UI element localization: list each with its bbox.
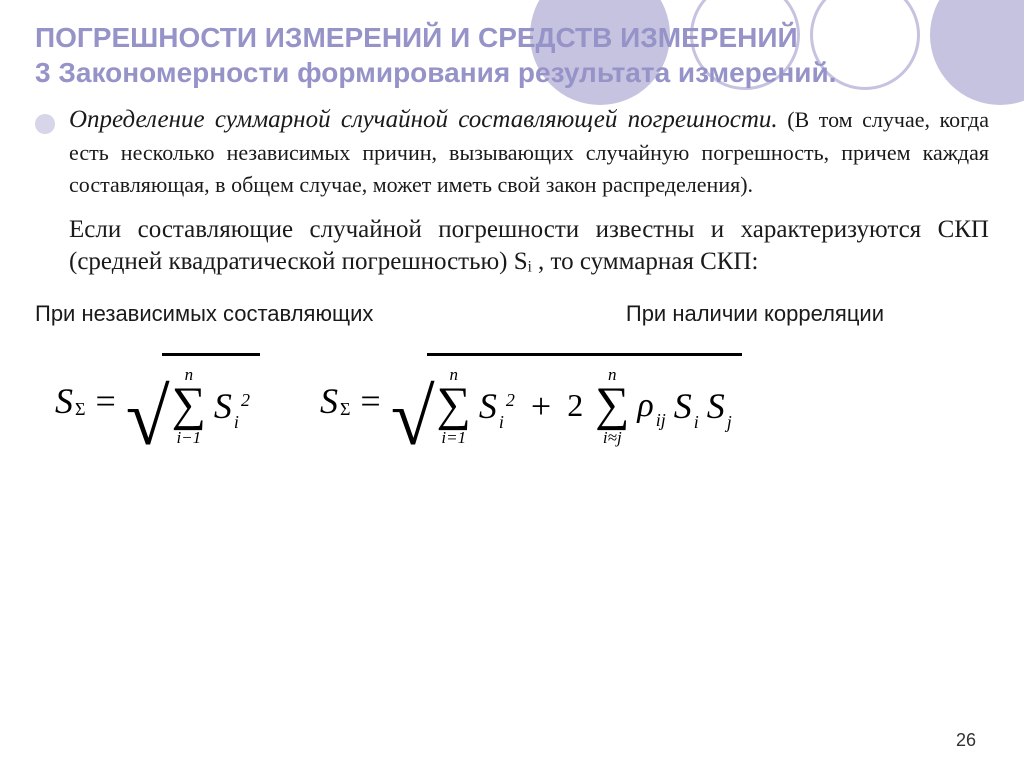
formulas-container: S Σ = √ n ∑ i−1 S i 2	[35, 353, 989, 451]
sj-term: S j	[707, 385, 732, 427]
s1: S	[674, 385, 692, 427]
t1-sub: i	[499, 412, 504, 433]
plus-sign: +	[531, 385, 551, 427]
rho-term: ρ ij	[637, 387, 665, 425]
formula-labels-row: При независимых составляющих При наличии…	[35, 301, 989, 327]
paragraph-1: Определение суммарной случайной составля…	[69, 104, 989, 202]
equals-sign: =	[95, 380, 115, 422]
sigma2-bot: i≈j	[603, 429, 622, 446]
s2: S	[707, 385, 725, 427]
t1-sup: 2	[506, 390, 515, 411]
si-term: S i	[674, 385, 699, 427]
term-sup: 2	[241, 390, 250, 411]
f1-lhs: S	[55, 380, 73, 422]
sigma-block: n ∑ i−1	[172, 366, 206, 447]
formula-independent: S Σ = √ n ∑ i−1 S i 2	[55, 353, 260, 451]
sigma-block-2: n ∑ i≈j	[595, 366, 629, 447]
sqrt-wrap: √ n ∑ i−1 S i 2	[126, 353, 260, 451]
term-base: S	[214, 385, 232, 427]
title-line-2: 3 Закономерности формирования результата…	[35, 57, 836, 88]
f2-lhs-sub: Σ	[340, 399, 350, 420]
slide-title: ПОГРЕШНОСТИ ИЗМЕРЕНИЙ И СРЕДСТВ ИЗМЕРЕНИ…	[35, 20, 989, 90]
rho: ρ	[637, 387, 653, 425]
sigma-icon: ∑	[595, 385, 629, 426]
s1-sub: i	[694, 412, 699, 433]
term-si2: S i 2	[214, 385, 250, 427]
sigma-block-1: n ∑ i=1	[437, 366, 471, 447]
term-sub: i	[234, 412, 239, 433]
formula-label-left: При независимых составляющих	[35, 301, 373, 327]
formula-label-right: При наличии корреляции	[626, 301, 884, 327]
sigma-bot: i−1	[176, 429, 201, 446]
page-number: 26	[956, 730, 976, 751]
bullet-icon	[35, 114, 55, 134]
coef-2: 2	[567, 387, 583, 424]
t1-base: S	[479, 385, 497, 427]
f1-lhs-sub: Σ	[75, 399, 85, 420]
sigma-icon: ∑	[437, 385, 471, 426]
title-line-1: ПОГРЕШНОСТИ ИЗМЕРЕНИЙ И СРЕДСТВ ИЗМЕРЕНИ…	[35, 22, 798, 53]
formula-correlated: S Σ = √ n ∑ i=1 S i 2 + 2	[320, 353, 742, 451]
s2-sub: j	[727, 412, 732, 433]
equals-sign: =	[360, 380, 380, 422]
radicand: n ∑ i−1 S i 2	[162, 353, 260, 451]
term1: S i 2	[479, 385, 515, 427]
rho-sub: ij	[656, 410, 666, 431]
radicand-2: n ∑ i=1 S i 2 + 2 n ∑ i≈j	[427, 353, 742, 451]
slide-content: ПОГРЕШНОСТИ ИЗМЕРЕНИЙ И СРЕДСТВ ИЗМЕРЕНИ…	[0, 0, 1024, 470]
sigma-icon: ∑	[172, 385, 206, 426]
para1-lead: Определение суммарной случайной составля…	[69, 106, 778, 133]
paragraph-2: Если составляющие случайной погрешности …	[69, 214, 989, 279]
bullet-paragraph: Определение суммарной случайной составля…	[35, 104, 989, 208]
f2-lhs: S	[320, 380, 338, 422]
sigma1-bot: i=1	[441, 429, 466, 446]
sqrt-wrap-2: √ n ∑ i=1 S i 2 + 2 n	[391, 353, 742, 451]
